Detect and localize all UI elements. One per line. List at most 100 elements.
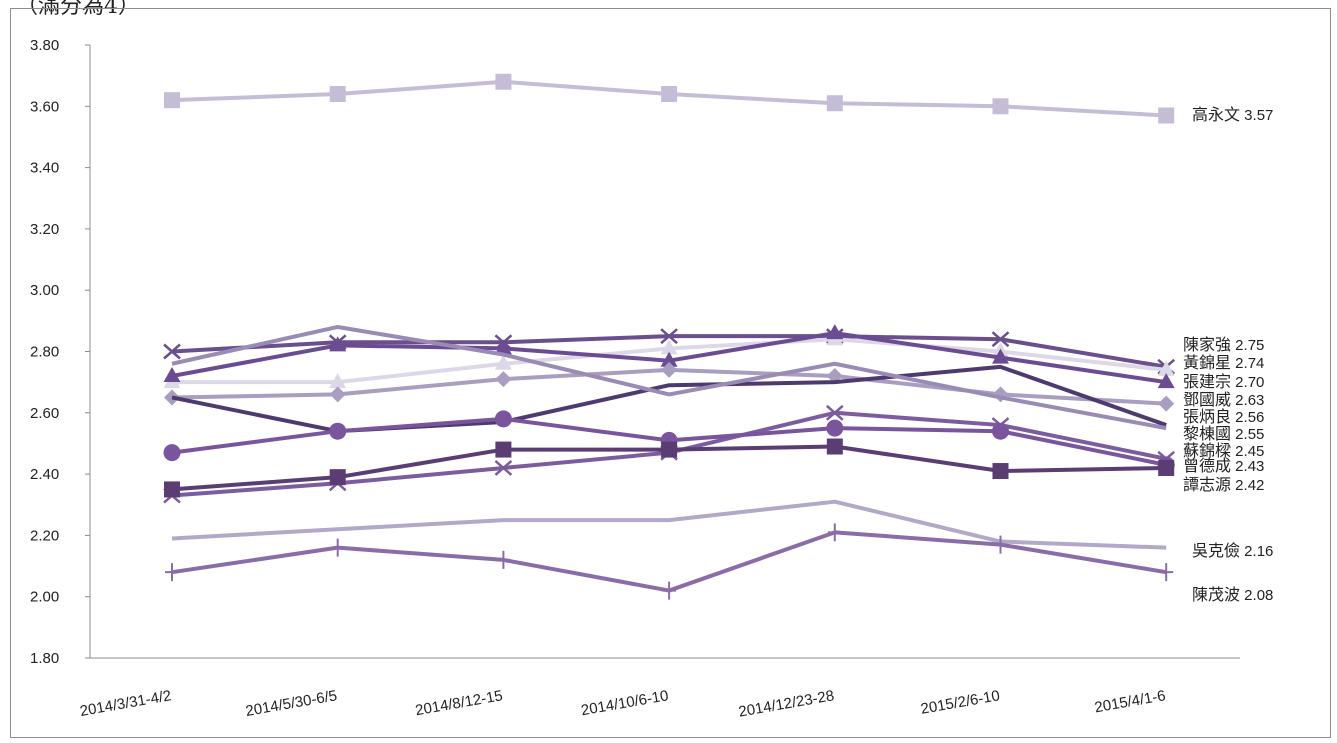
end-label-name: 黃錦星 [1183,354,1231,372]
data-point-marker [330,538,345,557]
end-label-name: 黎棟國 [1183,425,1231,443]
data-point-marker [163,343,181,360]
y-tick-label: 3.60 [30,98,59,115]
data-point-marker [329,422,347,440]
data-point-marker [496,550,511,569]
end-label-value: 2.08 [1240,587,1273,604]
y-tick-label: 3.80 [30,37,59,54]
series-line [171,499,1167,550]
data-point-marker [661,86,678,103]
data-point-marker [163,444,181,462]
y-tick-label: 3.40 [30,160,59,177]
series-9 [164,438,1175,498]
end-label: 張建宗 2.70 [1183,373,1264,391]
end-label-value: 2.56 [1231,409,1264,426]
chart-header-fragment: （滿分為4） [16,0,140,19]
end-label-value: 2.63 [1231,392,1264,409]
data-point-marker [992,348,1009,364]
series-11 [165,523,1174,600]
y-tick-label: 3.00 [30,282,59,299]
end-label: 高永文 3.57 [1192,106,1273,124]
data-point-marker [662,581,677,600]
data-point-marker [495,441,512,458]
y-tick-label: 2.00 [30,589,59,606]
end-label-value: 2.70 [1231,374,1264,391]
series-3 [163,324,1175,389]
data-point-marker [661,441,678,458]
data-point-marker [826,438,843,455]
data-point-marker [1159,563,1174,582]
data-point-marker [992,98,1009,115]
end-label-name: 譚志源 [1183,476,1231,494]
data-point-marker [993,535,1008,554]
y-tick-label: 2.80 [30,344,59,361]
series-0 [164,73,1175,124]
data-point-marker [1158,107,1175,124]
x-tick-label: 2015/2/6-10 [919,687,1001,718]
data-point-marker [826,419,844,437]
end-label: 陳家強 2.75 [1183,336,1264,354]
data-point-marker [494,354,512,370]
x-tick-label: 2014/10/6-10 [580,687,670,719]
data-point-marker [992,422,1009,440]
end-label-name: 張炳良 [1183,408,1231,426]
end-label-value: 2.55 [1231,426,1264,443]
data-point-marker [329,86,346,103]
data-point-marker [1158,459,1175,476]
y-tick-label: 1.80 [30,650,59,667]
data-point-marker [826,95,843,112]
y-tick-label: 2.20 [30,527,59,544]
data-point-marker [826,324,844,340]
data-point-marker [1157,373,1175,389]
end-label: 吳克儉 2.16 [1192,542,1273,560]
data-point-marker [495,371,512,388]
series-lines [163,73,1176,600]
x-tick-label: 2014/12/23-28 [737,687,835,721]
y-tick-label: 3.20 [30,221,59,238]
data-point-marker [164,481,180,498]
data-point-marker [660,351,678,367]
data-point-marker [163,367,181,383]
data-point-marker [1157,360,1175,376]
end-label: 曾德成 2.43 [1183,457,1264,475]
end-label-value: 2.45 [1231,443,1264,460]
end-label-value: 3.57 [1240,107,1273,124]
x-tick-label: 2014/3/31-4/2 [79,687,173,720]
end-label-name: 張建宗 [1183,373,1231,391]
series-6 [171,324,1167,431]
data-point-marker [494,460,513,476]
data-point-marker [495,73,512,90]
series-10 [171,499,1167,550]
data-point-marker [329,373,347,389]
data-point-marker [827,523,842,542]
data-point-marker [1158,395,1175,412]
x-tick-label: 2015/4/1-6 [1093,687,1167,716]
end-label-value: 2.75 [1231,337,1264,354]
x-tick-label: 2014/5/30-6/5 [244,687,338,720]
data-point-marker [329,469,346,486]
data-point-marker [661,361,678,378]
data-point-marker [660,339,678,355]
end-label-name: 吳克儉 [1192,542,1240,560]
data-point-marker [660,328,678,345]
axes: 1.80 2.00 2.20 2.40 2.60 2.80 3.00 3.20 3.40 3.60… [30,37,1240,721]
end-label-name: 陳茂波 [1192,586,1240,604]
end-label-value: 2.43 [1231,458,1264,475]
data-point-marker [329,336,347,352]
y-tick-label: 2.60 [30,405,59,422]
end-label-name: 陳家強 [1183,336,1231,354]
end-label: 蘇錦樑 2.45 [1183,442,1264,460]
end-label: 陳茂波 2.08 [1192,586,1273,604]
data-point-marker [991,331,1010,348]
y-tick-label: 2.40 [30,466,59,483]
data-point-marker [494,339,512,355]
series-line [171,324,1167,431]
series-4 [164,361,1175,412]
data-point-marker [494,410,512,428]
end-label: 譚志源 2.42 [1183,476,1264,494]
end-label: 鄧國威 2.63 [1183,391,1264,409]
data-point-marker [992,463,1009,480]
